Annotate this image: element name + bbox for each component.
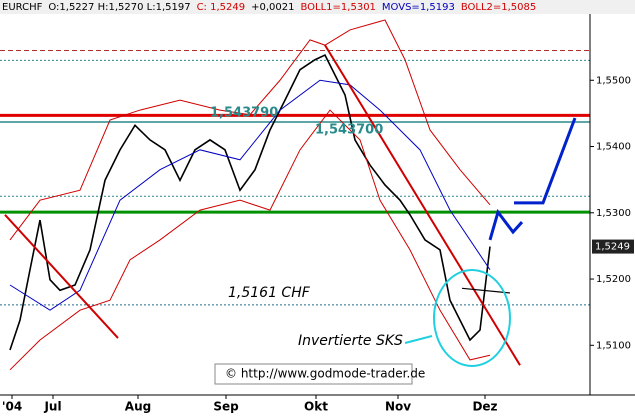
header-item: MOVS=1,5193: [382, 2, 455, 13]
price-line: [488, 208, 524, 241]
y-tick-label: 1,5400: [596, 142, 631, 153]
x-tick-label: Aug: [125, 400, 151, 414]
copyright-box: [214, 363, 413, 385]
header-item: +0,0021: [251, 2, 294, 13]
price-line: [9, 109, 491, 371]
pattern-pointer: [404, 335, 433, 344]
level-annotation: 1,543700: [315, 123, 383, 138]
x-tick-label: Nov: [385, 400, 411, 414]
price-line: [514, 117, 577, 205]
price-line: [9, 19, 491, 241]
y-tick-label: 1,5100: [596, 340, 631, 351]
header-item: BOLL2=1,5085: [461, 2, 536, 13]
level-annotation: 1,543790: [210, 106, 278, 121]
header-bar: [0, 0, 635, 14]
last-price-box: [592, 239, 634, 254]
x-tick-label: Dez: [472, 400, 497, 414]
header-item: BOLL1=1,5301: [300, 2, 375, 13]
pattern-ellipse: [433, 269, 511, 367]
header-item: EURCHF: [2, 2, 43, 13]
y-tick-label: 1,5200: [596, 274, 631, 285]
last-price-label: 1,5249: [595, 242, 630, 253]
x-tick-label: Sep: [213, 400, 239, 414]
x-tick-label: '04: [2, 400, 22, 414]
pattern-annotation: Invertierte SKS: [298, 333, 403, 349]
price-line: [4, 214, 119, 339]
price-line: [9, 54, 491, 351]
support-annotation: 1,5161 CHF: [228, 285, 311, 301]
header-item: O:1,5227 H:1,5270 L:1,5197: [48, 2, 190, 13]
price-line: [9, 79, 491, 311]
header-item: C: 1,5249: [197, 2, 246, 13]
price-line: [461, 287, 511, 294]
copyright: © http://www.godmode-trader.de: [225, 367, 425, 381]
y-tick-label: 1,5300: [596, 208, 631, 219]
y-tick-label: 1,5500: [596, 75, 631, 86]
price-line: [324, 44, 521, 366]
x-tick-label: Jul: [43, 400, 61, 414]
x-tick-label: Okt: [304, 400, 328, 414]
header: EURCHF O:1,5227 H:1,5270 L:1,5197 C: 1,524…: [2, 2, 536, 13]
